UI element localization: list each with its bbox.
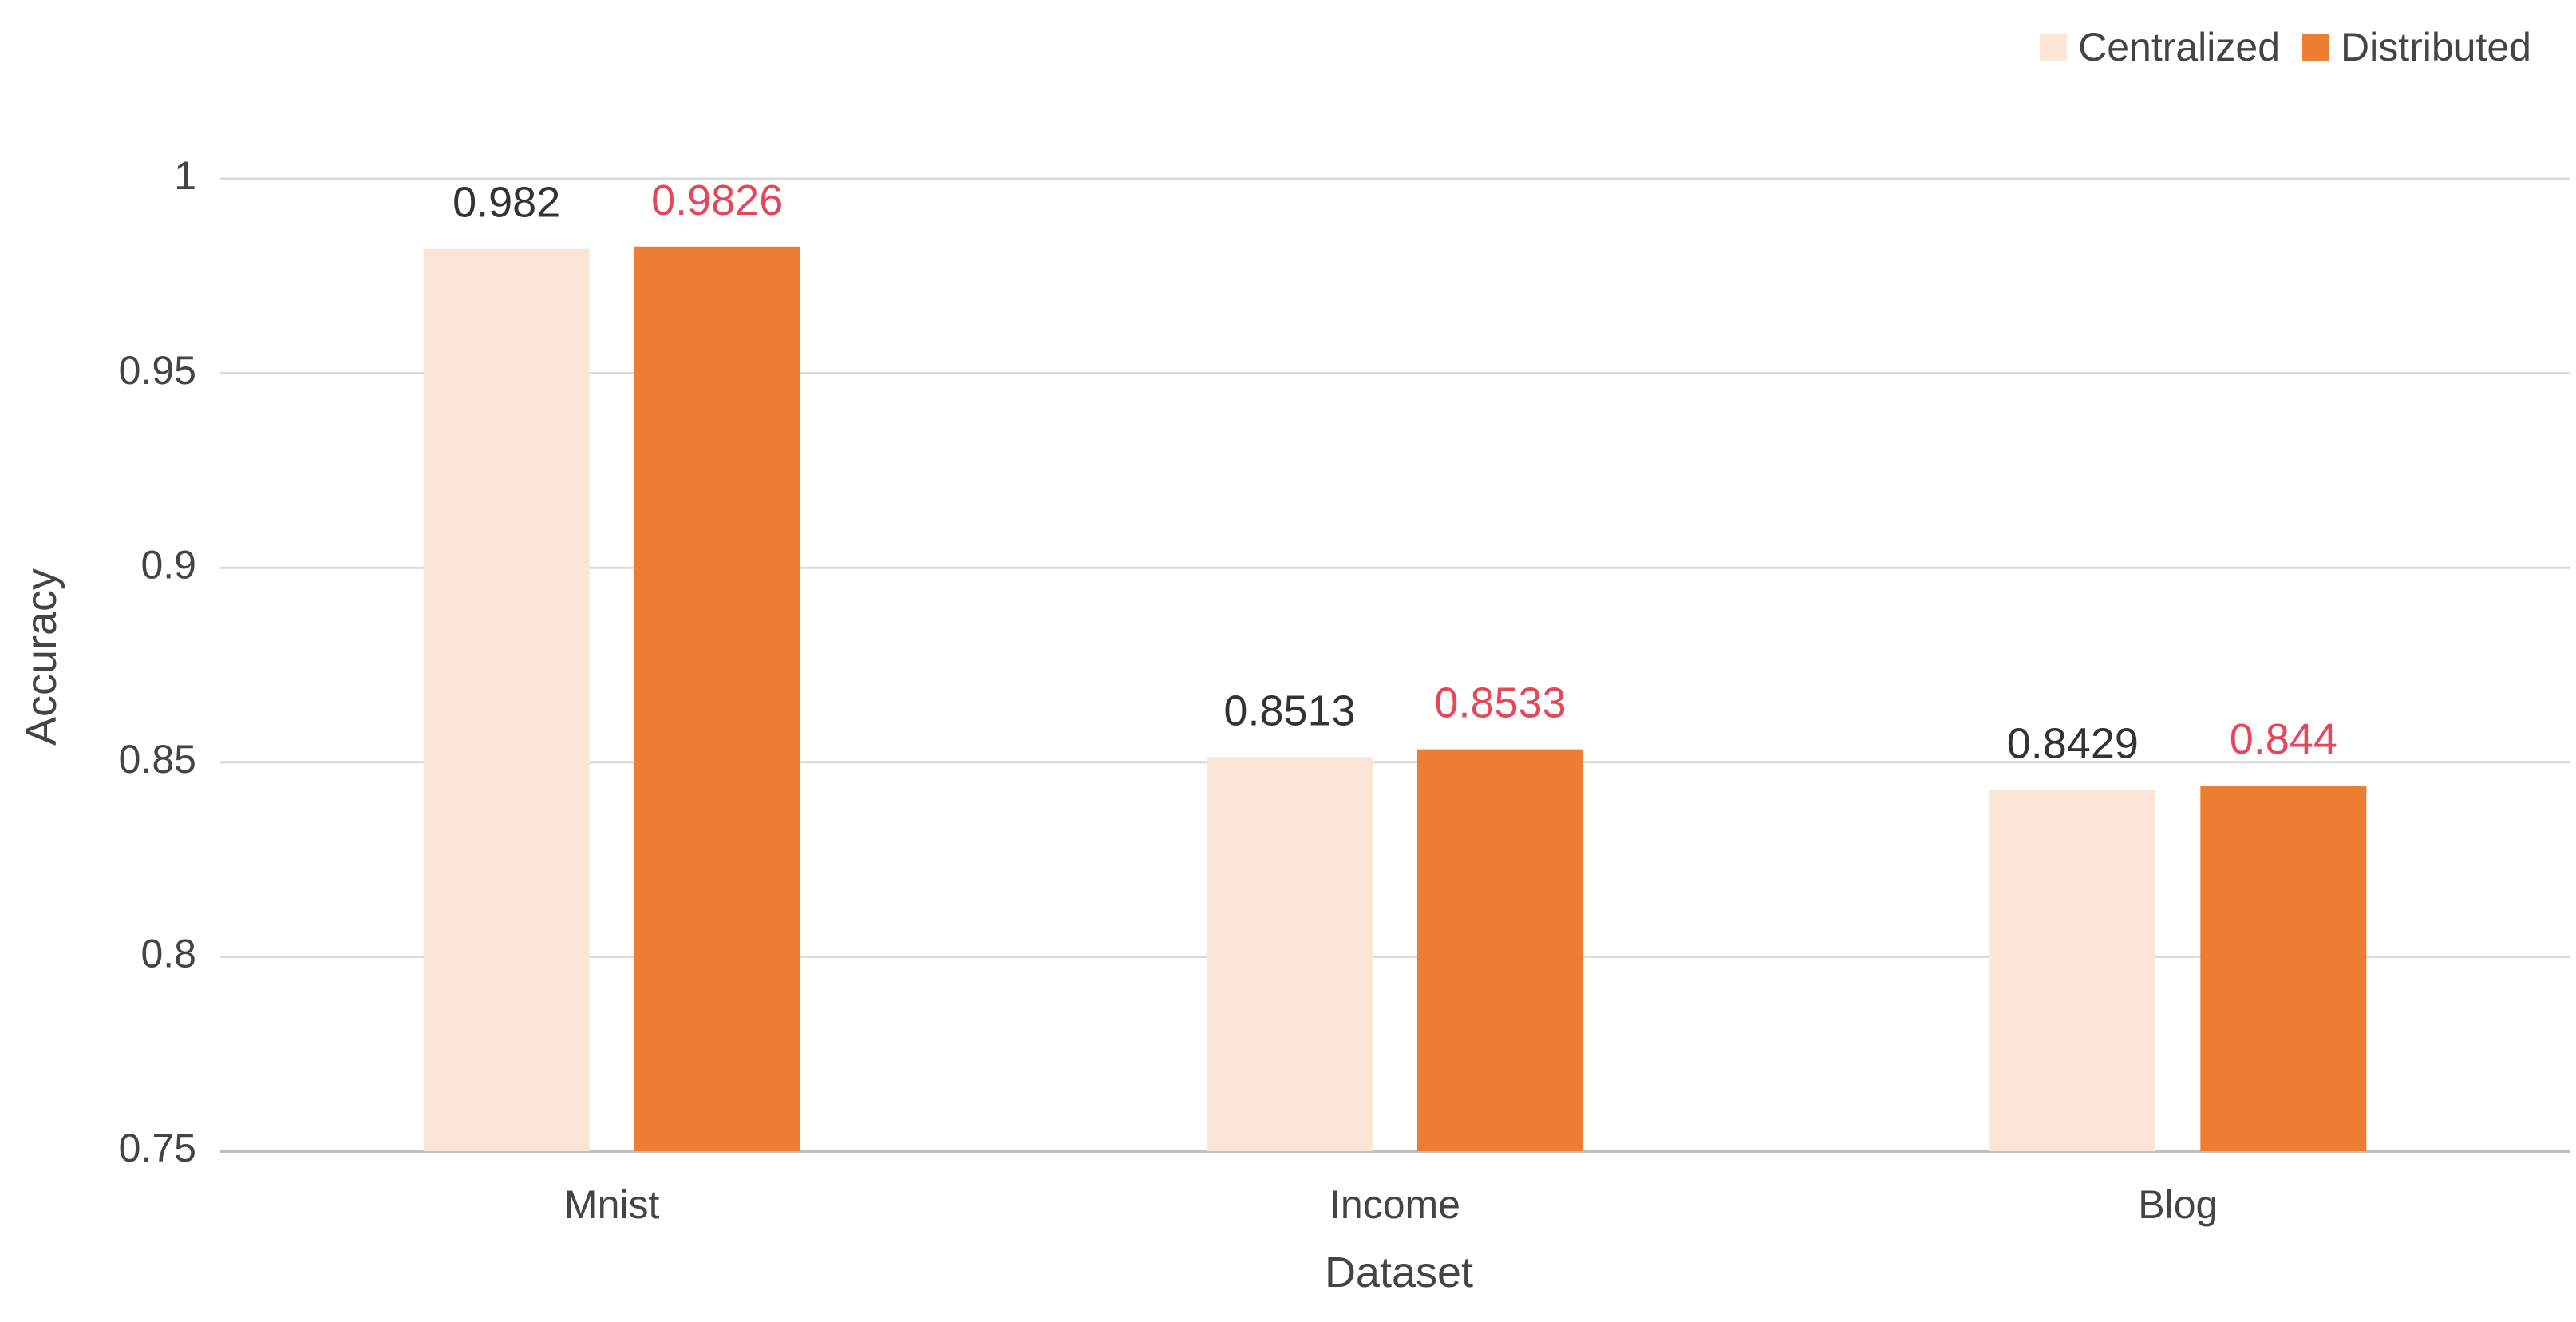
data-label-centralized-blog: 0.8429 <box>2007 719 2139 767</box>
y-tick-label: 1 <box>174 153 196 198</box>
y-tick-label: 0.85 <box>119 737 196 782</box>
x-tick-label: Income <box>1329 1182 1460 1227</box>
bar-distributed-mnist <box>634 246 800 1151</box>
legend-item-centralized: Centralized <box>2040 24 2280 70</box>
y-tick-label: 0.75 <box>119 1126 196 1170</box>
x-tick-labels: Mnist Income Blog <box>564 1182 2218 1227</box>
y-tick-label: 0.8 <box>140 932 196 976</box>
legend-swatch-centralized <box>2040 34 2068 61</box>
x-tick-label: Mnist <box>564 1182 660 1227</box>
data-label-distributed-blog: 0.844 <box>2230 715 2337 763</box>
data-label-centralized-income: 0.8513 <box>1223 687 1355 734</box>
legend: Centralized Distributed <box>2040 24 2531 70</box>
bar-centralized-mnist <box>423 248 590 1151</box>
bars <box>423 246 2367 1151</box>
gridlines <box>220 177 2570 1153</box>
bar-centralized-income <box>1207 757 1373 1151</box>
data-label-distributed-mnist: 0.9826 <box>651 176 783 224</box>
data-label-centralized-mnist: 0.982 <box>452 179 560 227</box>
legend-swatch-distributed <box>2302 34 2329 61</box>
y-tick-labels: 0.75 0.8 0.85 0.9 0.95 1 <box>119 153 196 1170</box>
legend-label-centralized: Centralized <box>2078 25 2280 69</box>
x-tick-label: Blog <box>2138 1182 2218 1227</box>
legend-item-distributed: Distributed <box>2302 24 2531 70</box>
legend-label-distributed: Distributed <box>2341 25 2531 69</box>
data-labels: 0.982 0.9826 0.8513 0.8533 0.8429 0.844 <box>452 176 2337 768</box>
y-axis-title: Accuracy <box>18 568 65 746</box>
bar-distributed-blog <box>2200 786 2367 1151</box>
bar-centralized-blog <box>1989 790 2156 1151</box>
y-tick-label: 0.9 <box>140 542 196 587</box>
data-label-distributed-income: 0.8533 <box>1434 679 1566 727</box>
bar-distributed-income <box>1417 749 1583 1151</box>
x-axis-title: Dataset <box>1325 1249 1473 1296</box>
y-tick-label: 0.95 <box>119 348 196 393</box>
